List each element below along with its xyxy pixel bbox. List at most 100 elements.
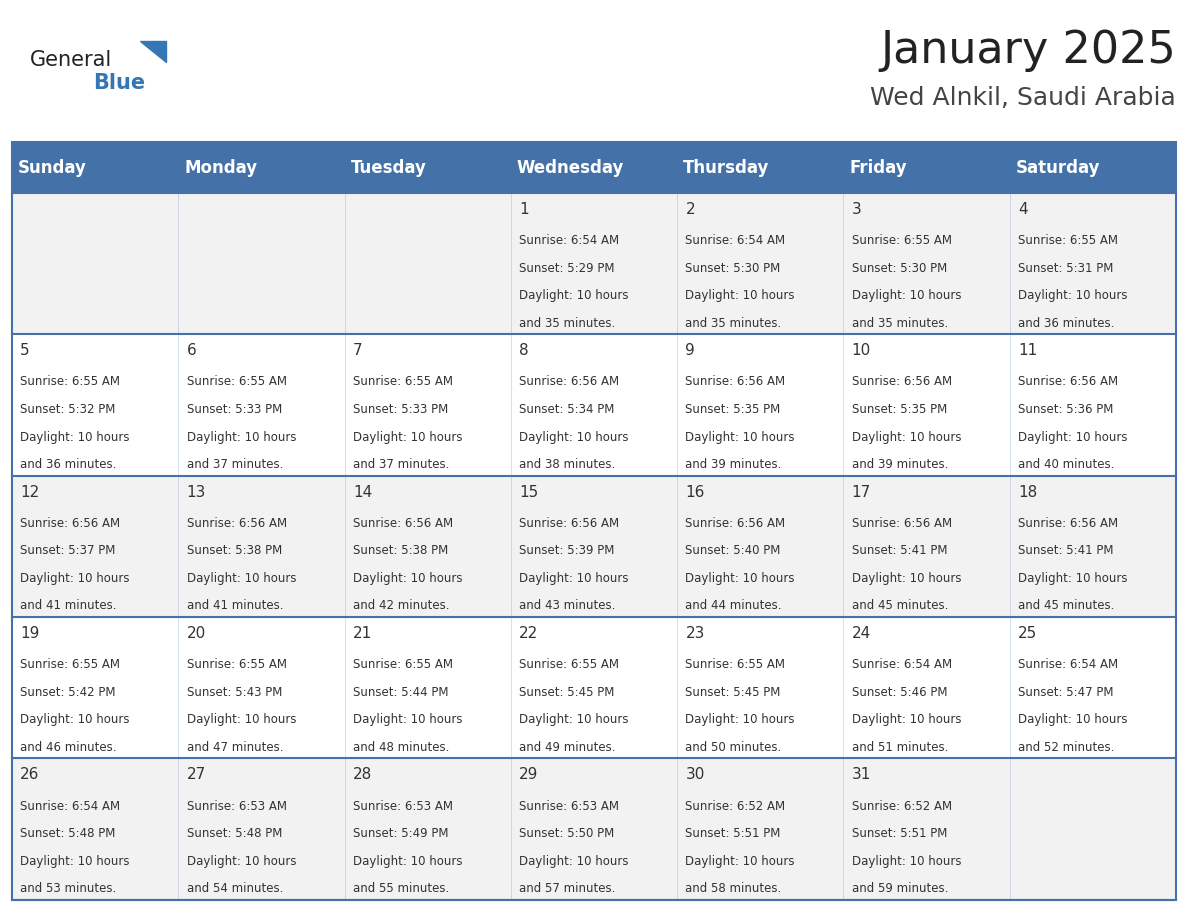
Text: and 51 minutes.: and 51 minutes. (852, 741, 948, 754)
Text: and 39 minutes.: and 39 minutes. (852, 458, 948, 471)
Text: and 58 minutes.: and 58 minutes. (685, 882, 782, 895)
Text: Sunrise: 6:54 AM: Sunrise: 6:54 AM (852, 658, 952, 671)
Text: Sunset: 5:32 PM: Sunset: 5:32 PM (20, 403, 115, 416)
Text: Sunrise: 6:56 AM: Sunrise: 6:56 AM (519, 517, 619, 530)
Text: Sunrise: 6:56 AM: Sunrise: 6:56 AM (685, 375, 785, 388)
Text: and 50 minutes.: and 50 minutes. (685, 741, 782, 754)
Bar (12, 476, 1176, 617)
Text: 20: 20 (187, 626, 206, 641)
Text: Daylight: 10 hours: Daylight: 10 hours (852, 289, 961, 302)
Text: General: General (30, 50, 112, 70)
Text: Daylight: 10 hours: Daylight: 10 hours (1018, 431, 1127, 443)
Text: Sunrise: 6:54 AM: Sunrise: 6:54 AM (1018, 658, 1118, 671)
Text: Sunset: 5:43 PM: Sunset: 5:43 PM (187, 686, 282, 699)
Text: Sunset: 5:47 PM: Sunset: 5:47 PM (1018, 686, 1113, 699)
Bar (12, 617, 1176, 758)
Text: Sunset: 5:34 PM: Sunset: 5:34 PM (519, 403, 614, 416)
Text: and 53 minutes.: and 53 minutes. (20, 882, 116, 895)
Text: 31: 31 (852, 767, 871, 782)
Text: Daylight: 10 hours: Daylight: 10 hours (852, 431, 961, 443)
Text: Sunset: 5:33 PM: Sunset: 5:33 PM (187, 403, 282, 416)
Text: Daylight: 10 hours: Daylight: 10 hours (187, 855, 296, 868)
Text: Sunset: 5:41 PM: Sunset: 5:41 PM (852, 544, 947, 557)
Text: Daylight: 10 hours: Daylight: 10 hours (519, 289, 628, 302)
Text: 2: 2 (685, 202, 695, 217)
Text: Sunrise: 6:55 AM: Sunrise: 6:55 AM (20, 375, 120, 388)
Text: and 41 minutes.: and 41 minutes. (20, 599, 116, 612)
Text: Sunrise: 6:55 AM: Sunrise: 6:55 AM (852, 234, 952, 247)
Text: 13: 13 (187, 485, 206, 499)
Text: Sunset: 5:40 PM: Sunset: 5:40 PM (685, 544, 781, 557)
Text: Sunset: 5:38 PM: Sunset: 5:38 PM (187, 544, 282, 557)
Text: Sunrise: 6:54 AM: Sunrise: 6:54 AM (519, 234, 619, 247)
Text: Daylight: 10 hours: Daylight: 10 hours (519, 713, 628, 726)
Bar (12, 758, 1176, 900)
Text: Sunrise: 6:52 AM: Sunrise: 6:52 AM (685, 800, 785, 812)
Text: Sunrise: 6:56 AM: Sunrise: 6:56 AM (852, 375, 952, 388)
Text: Sunrise: 6:56 AM: Sunrise: 6:56 AM (685, 517, 785, 530)
Text: 7: 7 (353, 343, 362, 358)
Text: Sunset: 5:35 PM: Sunset: 5:35 PM (852, 403, 947, 416)
Text: 30: 30 (685, 767, 704, 782)
Polygon shape (140, 41, 166, 62)
Text: and 44 minutes.: and 44 minutes. (685, 599, 782, 612)
Text: 12: 12 (20, 485, 39, 499)
Text: and 39 minutes.: and 39 minutes. (685, 458, 782, 471)
Text: Sunrise: 6:56 AM: Sunrise: 6:56 AM (519, 375, 619, 388)
Text: 10: 10 (852, 343, 871, 358)
Text: Daylight: 10 hours: Daylight: 10 hours (519, 431, 628, 443)
Text: Daylight: 10 hours: Daylight: 10 hours (353, 855, 462, 868)
Text: Sunset: 5:48 PM: Sunset: 5:48 PM (187, 827, 282, 840)
Text: Sunrise: 6:55 AM: Sunrise: 6:55 AM (187, 658, 286, 671)
Text: 4: 4 (1018, 202, 1028, 217)
Text: and 57 minutes.: and 57 minutes. (519, 882, 615, 895)
Text: 23: 23 (685, 626, 704, 641)
Text: Daylight: 10 hours: Daylight: 10 hours (685, 855, 795, 868)
Text: Sunset: 5:35 PM: Sunset: 5:35 PM (685, 403, 781, 416)
Text: and 55 minutes.: and 55 minutes. (353, 882, 449, 895)
Text: Daylight: 10 hours: Daylight: 10 hours (852, 855, 961, 868)
Text: Sunset: 5:45 PM: Sunset: 5:45 PM (519, 686, 614, 699)
Text: Daylight: 10 hours: Daylight: 10 hours (685, 431, 795, 443)
Text: Daylight: 10 hours: Daylight: 10 hours (1018, 572, 1127, 585)
Text: and 52 minutes.: and 52 minutes. (1018, 741, 1114, 754)
Text: 22: 22 (519, 626, 538, 641)
Text: and 49 minutes.: and 49 minutes. (519, 741, 615, 754)
Text: Sunset: 5:39 PM: Sunset: 5:39 PM (519, 544, 614, 557)
Text: 21: 21 (353, 626, 372, 641)
Text: Daylight: 10 hours: Daylight: 10 hours (353, 713, 462, 726)
Text: and 36 minutes.: and 36 minutes. (20, 458, 116, 471)
Text: Sunrise: 6:53 AM: Sunrise: 6:53 AM (187, 800, 286, 812)
Text: Sunrise: 6:56 AM: Sunrise: 6:56 AM (1018, 517, 1118, 530)
Text: Sunrise: 6:54 AM: Sunrise: 6:54 AM (20, 800, 120, 812)
Text: and 46 minutes.: and 46 minutes. (20, 741, 116, 754)
Text: Daylight: 10 hours: Daylight: 10 hours (685, 572, 795, 585)
Text: Sunset: 5:29 PM: Sunset: 5:29 PM (519, 262, 614, 274)
Text: 8: 8 (519, 343, 529, 358)
Text: Sunset: 5:49 PM: Sunset: 5:49 PM (353, 827, 448, 840)
Text: and 42 minutes.: and 42 minutes. (353, 599, 449, 612)
Text: and 54 minutes.: and 54 minutes. (187, 882, 283, 895)
Text: Sunset: 5:48 PM: Sunset: 5:48 PM (20, 827, 115, 840)
Text: Friday: Friday (849, 159, 908, 176)
Text: Sunset: 5:45 PM: Sunset: 5:45 PM (685, 686, 781, 699)
Text: and 37 minutes.: and 37 minutes. (353, 458, 449, 471)
Text: January 2025: January 2025 (880, 29, 1176, 72)
Text: Sunset: 5:31 PM: Sunset: 5:31 PM (1018, 262, 1113, 274)
Text: Wednesday: Wednesday (517, 159, 624, 176)
Text: Saturday: Saturday (1016, 159, 1100, 176)
Text: and 35 minutes.: and 35 minutes. (519, 317, 615, 330)
Text: Sunset: 5:51 PM: Sunset: 5:51 PM (685, 827, 781, 840)
Text: Daylight: 10 hours: Daylight: 10 hours (187, 572, 296, 585)
Text: Daylight: 10 hours: Daylight: 10 hours (685, 713, 795, 726)
Bar (12, 142, 1176, 900)
Text: Sunrise: 6:55 AM: Sunrise: 6:55 AM (1018, 234, 1118, 247)
Text: Sunrise: 6:54 AM: Sunrise: 6:54 AM (685, 234, 785, 247)
Text: Daylight: 10 hours: Daylight: 10 hours (519, 855, 628, 868)
Text: 27: 27 (187, 767, 206, 782)
Text: 18: 18 (1018, 485, 1037, 499)
Text: Sunrise: 6:55 AM: Sunrise: 6:55 AM (353, 658, 453, 671)
Text: 16: 16 (685, 485, 704, 499)
Text: and 37 minutes.: and 37 minutes. (187, 458, 283, 471)
Text: 6: 6 (187, 343, 196, 358)
